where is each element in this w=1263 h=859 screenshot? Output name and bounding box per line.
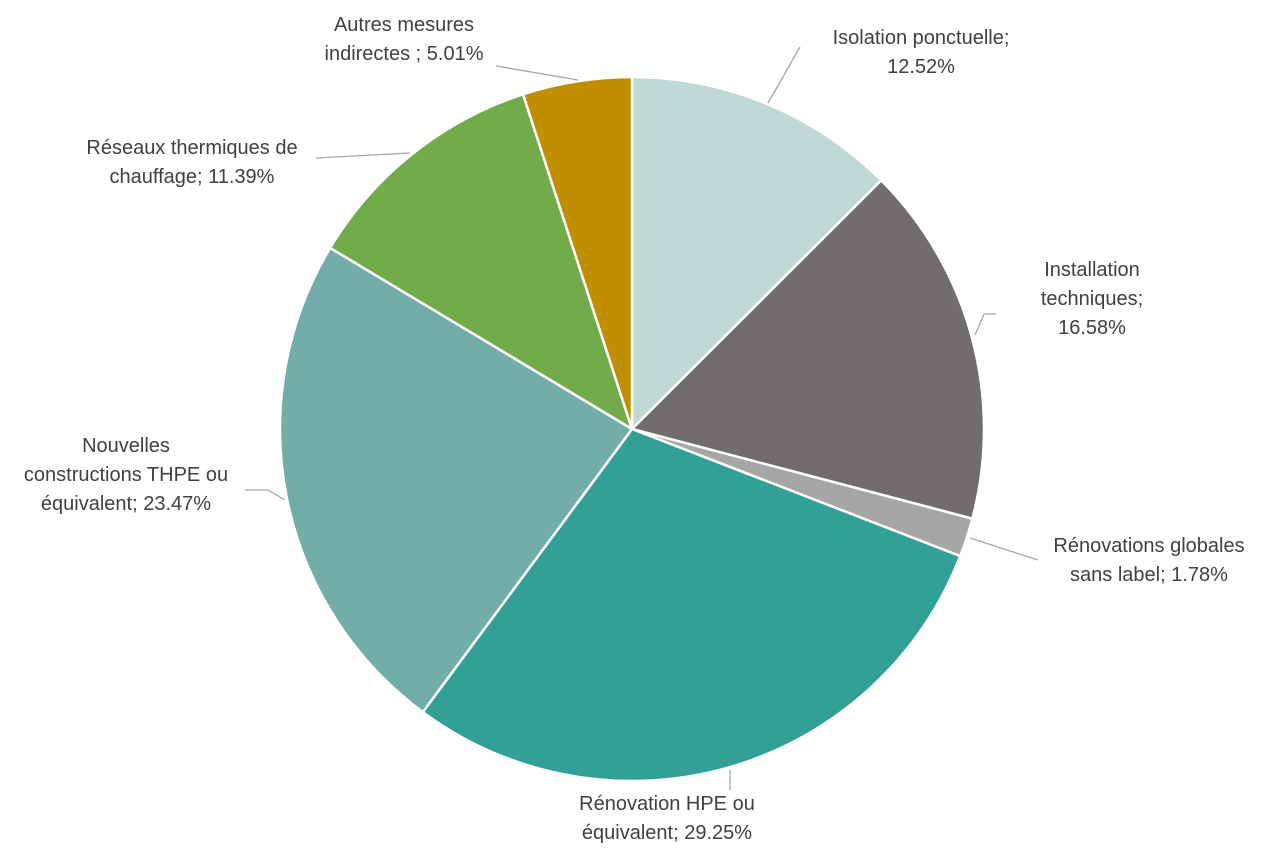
pie-slice-6 bbox=[328, 93, 634, 431]
leader-line-7 bbox=[495, 65, 579, 81]
slice-label-line: équivalent; 23.47% bbox=[41, 493, 211, 515]
labels-layer: Isolation ponctuelle; 12.52% Installation t… bbox=[24, 14, 1245, 844]
slices-layer bbox=[278, 75, 986, 783]
slice-label-6: Réseaux thermiques de chauffage; 11.39% bbox=[86, 137, 297, 188]
pie-slice-2 bbox=[630, 179, 986, 520]
slice-label-line: Installation bbox=[1044, 259, 1140, 281]
slice-label-line: constructions THPE ou bbox=[24, 464, 228, 486]
slice-label-line: équivalent; 29.25% bbox=[582, 822, 752, 844]
slice-label-line: 16.58% bbox=[1058, 317, 1126, 339]
slice-label-line: Autres mesures bbox=[334, 14, 474, 36]
slice-label-1: Isolation ponctuelle; 12.52% bbox=[833, 27, 1010, 78]
pie-slice-1 bbox=[630, 75, 883, 431]
slice-label-3: Rénovations globales sans label; 1.78% bbox=[1053, 535, 1244, 586]
leader-lines-layer bbox=[245, 46, 1039, 790]
slice-label-line: Isolation ponctuelle; bbox=[833, 27, 1010, 49]
pie-slice-7 bbox=[521, 75, 634, 431]
slice-label-line: Réseaux thermiques de bbox=[86, 137, 297, 159]
leader-line-5 bbox=[245, 489, 286, 501]
slice-label-line: chauffage; 11.39% bbox=[110, 166, 275, 188]
leader-line-1 bbox=[767, 46, 801, 104]
pie-slice-5 bbox=[278, 246, 634, 714]
slice-label-7: Autres mesures indirectes ; 5.01% bbox=[325, 14, 484, 65]
slice-label-line: sans label; 1.78% bbox=[1070, 564, 1228, 586]
slice-label-line: Rénovation HPE ou bbox=[579, 793, 755, 815]
pie-slice-4 bbox=[421, 427, 962, 783]
slice-label-line: 12.52% bbox=[887, 56, 955, 78]
slice-label-5: Nouvelles constructions THPE ou équivalent… bbox=[24, 435, 228, 515]
slice-label-line: Rénovations globales bbox=[1053, 535, 1244, 557]
leader-line-6 bbox=[315, 152, 411, 159]
leader-line-3 bbox=[969, 537, 1039, 561]
slice-label-line: indirectes ; 5.01% bbox=[325, 43, 484, 65]
slice-label-2: Installation techniques; 16.58% bbox=[1041, 259, 1143, 339]
leader-line-2 bbox=[974, 313, 996, 336]
slice-label-line: techniques; bbox=[1041, 288, 1143, 310]
slice-label-4: Rénovation HPE ou équivalent; 29.25% bbox=[579, 793, 755, 844]
slice-label-line: Nouvelles bbox=[82, 435, 170, 457]
